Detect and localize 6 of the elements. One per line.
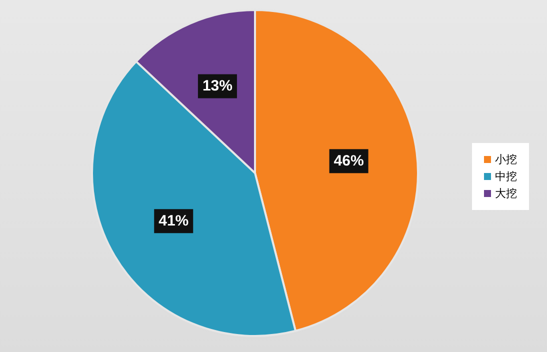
legend-label: 中挖 [495,168,517,184]
slice-label: 小挖 [495,152,517,168]
legend-label: 大挖 [495,186,517,202]
data-label: 41% [158,212,189,230]
data-label: 46% [334,152,364,170]
data-label: 13% [202,78,232,95]
